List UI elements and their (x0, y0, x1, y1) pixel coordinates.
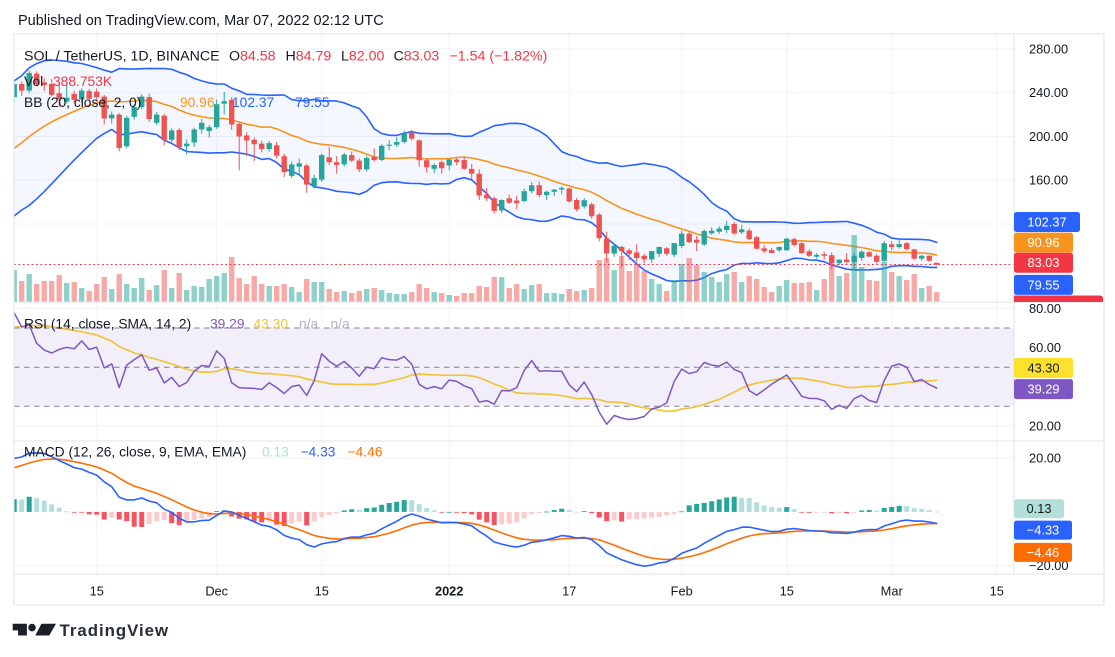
svg-text:20.00: 20.00 (1029, 450, 1061, 465)
svg-text:60.00: 60.00 (1029, 340, 1061, 355)
svg-text:90.96: 90.96 (1027, 235, 1059, 250)
svg-text:Feb: Feb (671, 584, 693, 599)
svg-text:MACD (12, 26, close, 9, EMA, E: MACD (12, 26, close, 9, EMA, EMA) 0.13 −4.… (24, 445, 383, 460)
svg-text:200.00: 200.00 (1029, 129, 1068, 144)
svg-text:2022: 2022 (435, 584, 463, 599)
svg-text:TradingView: TradingView (60, 621, 170, 640)
svg-text:80.00: 80.00 (1029, 301, 1061, 316)
svg-text:43.30: 43.30 (1027, 360, 1059, 375)
svg-text:83.03: 83.03 (1027, 255, 1059, 270)
svg-text:79.55: 79.55 (1027, 277, 1059, 292)
svg-text:280.00: 280.00 (1029, 41, 1068, 56)
svg-text:RSI (14, close, SMA, 14, 2)39.: RSI (14, close, SMA, 14, 2) 39.29 43.30 n/a… (24, 317, 350, 332)
svg-text:Mar: Mar (881, 584, 904, 599)
svg-text:15: 15 (780, 584, 794, 599)
svg-text:−4.46: −4.46 (1027, 545, 1059, 560)
svg-text:39.29: 39.29 (1027, 382, 1059, 397)
svg-text:160.00: 160.00 (1029, 173, 1068, 188)
svg-text:Dec: Dec (205, 584, 228, 599)
svg-text:−20.00: −20.00 (1029, 558, 1069, 573)
svg-text:17: 17 (562, 584, 576, 599)
svg-text:240.00: 240.00 (1029, 85, 1068, 100)
svg-text:15: 15 (90, 584, 104, 599)
svg-text:0.13: 0.13 (1027, 501, 1052, 516)
svg-text:−4.33: −4.33 (1027, 523, 1059, 538)
svg-text:15: 15 (315, 584, 329, 599)
svg-text:20.00: 20.00 (1029, 418, 1061, 433)
svg-text:102.37: 102.37 (1027, 214, 1066, 229)
svg-text:15: 15 (990, 584, 1004, 599)
svg-text:Published on TradingView.com,: Published on TradingView.com, Mar 07, 20… (18, 13, 384, 29)
